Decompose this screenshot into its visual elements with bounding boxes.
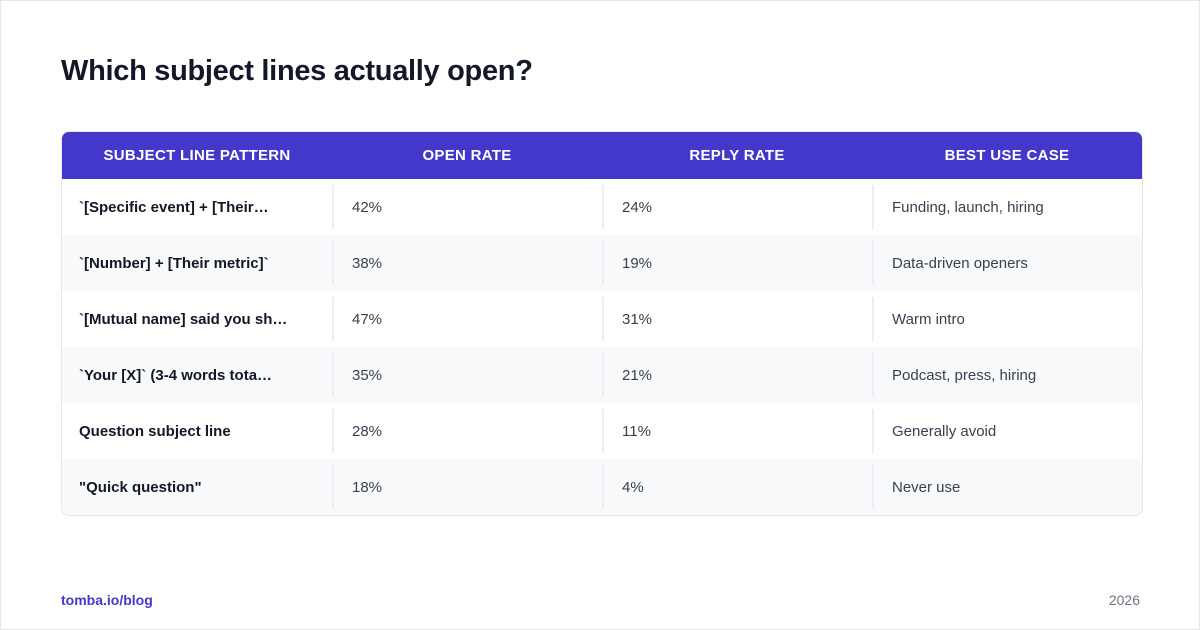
cell-pattern: `[Number] + [Their metric]` (62, 241, 332, 285)
cell-pattern-text: `Your [X]` (3-4 words tota… (79, 366, 273, 384)
cell-pattern-text: "Quick question" (79, 478, 202, 496)
cell-open-rate: 47% (332, 297, 602, 341)
cell-pattern: `[Mutual name] said you sh… (62, 297, 332, 341)
table-row: `[Number] + [Their metric]` 38% 19% Data… (62, 235, 1142, 291)
cell-use-case: Data-driven openers (872, 241, 1142, 285)
table-row: `[Specific event] + [Their… 42% 24% Fund… (62, 179, 1142, 235)
table-header: SUBJECT LINE PATTERN OPEN RATE REPLY RAT… (62, 132, 1142, 179)
cell-pattern-text: `[Number] + [Their metric]` (79, 254, 269, 272)
cell-pattern: Question subject line (62, 409, 332, 453)
table-row: "Quick question" 18% 4% Never use (62, 459, 1142, 515)
data-table: SUBJECT LINE PATTERN OPEN RATE REPLY RAT… (61, 131, 1143, 516)
cell-use-case: Funding, launch, hiring (872, 185, 1142, 229)
cell-use-case: Podcast, press, hiring (872, 353, 1142, 397)
cell-reply-rate: 31% (602, 297, 872, 341)
column-header-open-rate: OPEN RATE (422, 147, 512, 164)
column-header-pattern: SUBJECT LINE PATTERN (103, 147, 291, 164)
cell-reply-rate: 21% (602, 353, 872, 397)
cell-open-rate: 28% (332, 409, 602, 453)
cell-pattern: `Your [X]` (3-4 words tota… (62, 353, 332, 397)
cell-reply-rate: 11% (602, 409, 872, 453)
footer-year: 2026 (1108, 592, 1140, 608)
cell-open-rate: 38% (332, 241, 602, 285)
cell-open-rate: 42% (332, 185, 602, 229)
page-title: Which subject lines actually open? (61, 55, 533, 87)
source-link[interactable]: tomba.io/blog (61, 592, 153, 608)
cell-reply-rate: 24% (602, 185, 872, 229)
table-row: `Your [X]` (3-4 words tota… 35% 21% Podc… (62, 347, 1142, 403)
column-header-use-case: BEST USE CASE (944, 147, 1070, 164)
table-row: Question subject line 28% 11% Generally … (62, 403, 1142, 459)
cell-reply-rate: 19% (602, 241, 872, 285)
cell-use-case: Generally avoid (872, 409, 1142, 453)
cell-pattern: `[Specific event] + [Their… (62, 185, 332, 229)
cell-use-case: Never use (872, 465, 1142, 509)
cell-pattern-text: `[Mutual name] said you sh… (79, 310, 288, 328)
cell-pattern-text: Question subject line (79, 422, 231, 440)
table-row: `[Mutual name] said you sh… 47% 31% Warm… (62, 291, 1142, 347)
cell-use-case: Warm intro (872, 297, 1142, 341)
column-header-reply-rate: REPLY RATE (689, 147, 785, 164)
cell-open-rate: 18% (332, 465, 602, 509)
cell-open-rate: 35% (332, 353, 602, 397)
cell-pattern-text: `[Specific event] + [Their… (79, 198, 269, 216)
cell-pattern: "Quick question" (62, 465, 332, 509)
cell-reply-rate: 4% (602, 465, 872, 509)
